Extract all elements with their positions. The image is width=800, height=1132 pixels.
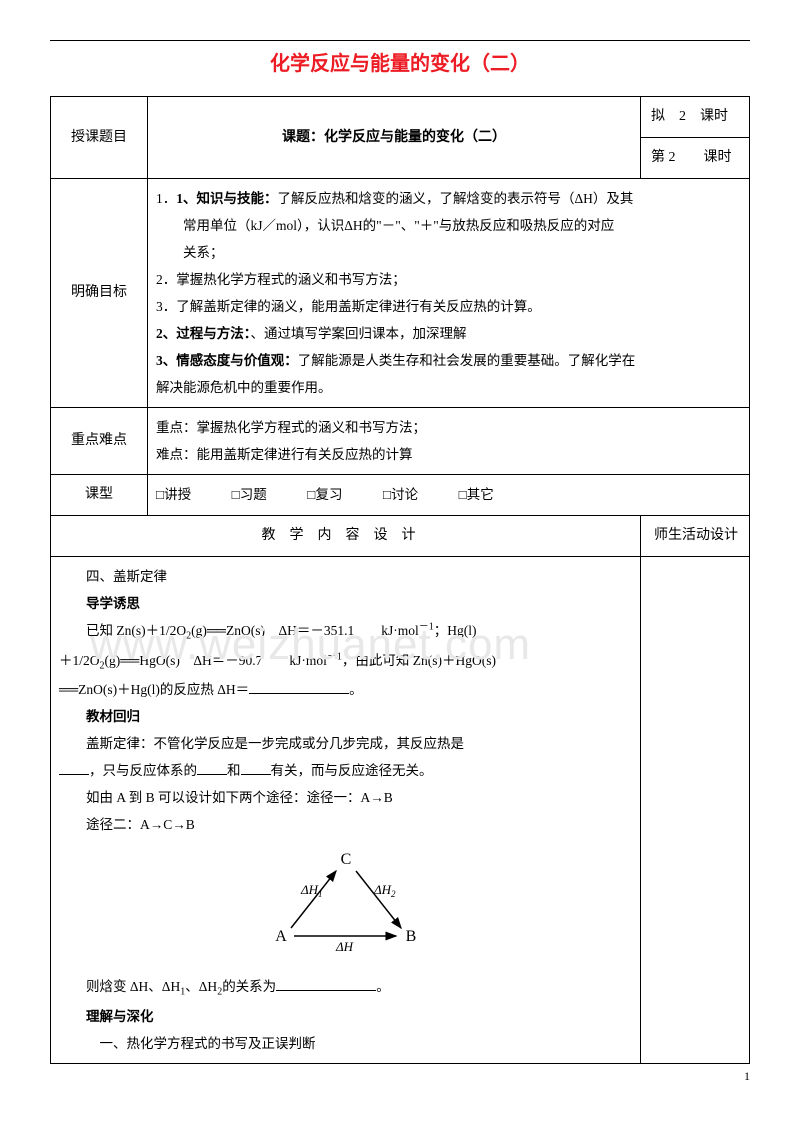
- label-dh: ΔH: [335, 939, 354, 954]
- key-1: 重点：掌握热化学方程式的涵义和书写方法；: [156, 414, 741, 441]
- eq-line-3: ══ZnO(s)＋Hg(l)的反应热 ΔH＝。: [59, 676, 632, 703]
- label-dh2: ΔH2: [373, 882, 396, 899]
- cell-type: □讲授 □习题 □复习 □讨论 □其它: [148, 475, 750, 516]
- hess-law-2: ，只与反应体系的和有关，而与反应途径无关。: [59, 757, 632, 784]
- goal-1b: 常用单位（kJ／mol），认识ΔH的"－"、"＋"与放热反应和吸热反应的对应: [156, 212, 741, 239]
- path-1: 如由 A 到 B 可以设计如下两个途径：途径一：A→B: [59, 784, 632, 811]
- lesson-table: 授课题目 课题：化学反应与能量的变化（二） 拟 2 课时 第 2 课时 明确目标…: [50, 96, 750, 1064]
- cell-activity: [641, 557, 750, 1064]
- cell-design-header: 教学内容设计: [51, 516, 641, 557]
- hess-law-1: 盖斯定律：不管化学反应是一步完成或分几步完成，其反应热是: [59, 730, 632, 757]
- cell-key: 重点：掌握热化学方程式的涵义和书写方法； 难点：能用盖斯定律进行有关反应热的计算: [148, 408, 750, 475]
- page-number: 1: [744, 1069, 750, 1084]
- goal-5: 3、情感态度与价值观：了解能源是人类生存和社会发展的重要基础。了解化学在: [156, 347, 741, 374]
- node-c: C: [340, 851, 351, 868]
- sub-1: 一、热化学方程式的书写及正误判断: [59, 1030, 632, 1057]
- triangle-diagram: C A B ΔH1 ΔH2 ΔH: [59, 846, 632, 965]
- goal-1a: 1．1、知识与技能：了解反应热和焓变的涵义，了解焓变的表示符号（ΔH）及其: [156, 191, 633, 206]
- page-title: 化学反应与能量的变化（二）: [50, 47, 750, 76]
- cell-periods: 拟 2 课时: [641, 97, 750, 138]
- goal-1c: 关系；: [156, 239, 741, 266]
- cell-type-label: 课型: [51, 475, 148, 516]
- cell-key-label: 重点难点: [51, 408, 148, 475]
- label-dh1: ΔH1: [300, 882, 323, 899]
- section-4: 四、盖斯定律: [59, 563, 632, 590]
- goal-4: 2、过程与方法：、通过填写学案回归课本，加深理解: [156, 320, 741, 347]
- cell-goals: 1．1、知识与技能：了解反应热和焓变的涵义，了解焓变的表示符号（ΔH）及其 常用…: [148, 179, 750, 408]
- node-b: B: [405, 928, 416, 945]
- eq-line-2: ＋1/2O2(g)══HgO(s) ΔH＝－90.7 kJ·mol－1，由此可知…: [59, 647, 632, 677]
- cell-period-num: 第 2 课时: [641, 138, 750, 179]
- textbook-heading: 教材回归: [59, 703, 632, 730]
- node-a: A: [275, 928, 287, 945]
- cell-topic: 课题：化学反应与能量的变化（二）: [148, 97, 641, 179]
- understand-heading: 理解与深化: [59, 1003, 632, 1030]
- goal-5b: 解决能源危机中的重要作用。: [156, 374, 741, 401]
- path-2: 途径二：A→C→B: [59, 811, 632, 838]
- cell-goals-label: 明确目标: [51, 179, 148, 408]
- goal-2: 2．掌握热化学方程式的涵义和书写方法；: [156, 266, 741, 293]
- cell-activity-header: 师生活动设计: [641, 516, 750, 557]
- top-rule: [50, 40, 750, 43]
- cell-content: 四、盖斯定律 导学诱思 已知 Zn(s)＋1/2O2(g)══ZnO(s) ΔH…: [51, 557, 641, 1064]
- key-2: 难点：能用盖斯定律进行有关反应热的计算: [156, 441, 741, 468]
- relation-line: 则焓变 ΔH、ΔH1、ΔH2的关系为。: [59, 973, 632, 1003]
- guide-heading: 导学诱思: [59, 590, 632, 617]
- cell-topic-label: 授课题目: [51, 97, 148, 179]
- goal-3: 3．了解盖斯定律的涵义，能用盖斯定律进行有关反应热的计算。: [156, 293, 741, 320]
- eq-line-1: 已知 Zn(s)＋1/2O2(g)══ZnO(s) ΔH＝－351.1 kJ·m…: [59, 617, 632, 647]
